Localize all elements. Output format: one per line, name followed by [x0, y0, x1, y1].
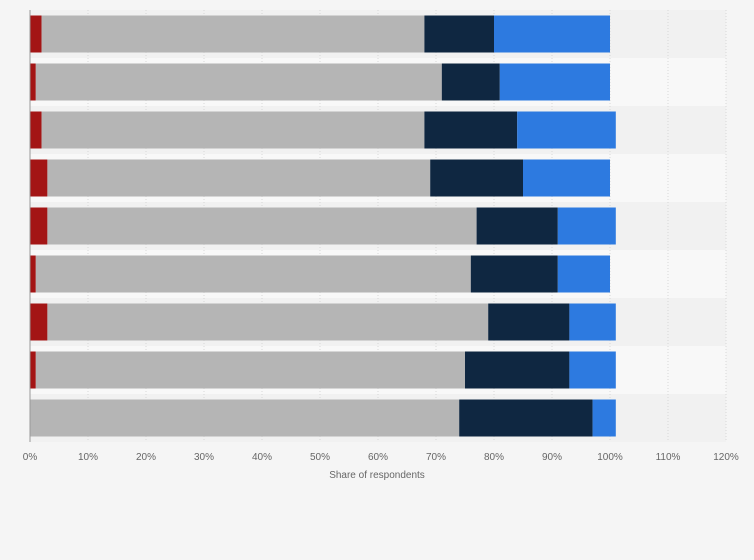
bar-segment: [35, 255, 471, 293]
x-tick-label: 70%: [426, 452, 446, 463]
bar-segment: [41, 15, 425, 53]
x-tick-label: 30%: [194, 452, 214, 463]
bar-segment: [41, 111, 425, 149]
bar-segment: [465, 351, 570, 389]
bars: [30, 15, 616, 437]
bar-segment: [430, 159, 523, 197]
x-tick-label: 20%: [136, 452, 156, 463]
bar-segment: [592, 399, 616, 437]
x-tick-label: 60%: [368, 452, 388, 463]
bar-segment: [30, 255, 36, 293]
bar-segment: [30, 399, 460, 437]
bar-segment: [424, 111, 518, 149]
x-tick-labels: 0% 10% 20% 30% 40% 50% 60% 70% 80% 90% 100% 110% 120…: [23, 452, 739, 463]
bar-segment: [517, 111, 616, 149]
x-tick-label: 80%: [484, 452, 504, 463]
bar-segment: [488, 303, 570, 341]
bar-segment: [30, 207, 48, 245]
bar-segment: [47, 207, 477, 245]
bar-segment: [47, 303, 489, 341]
bar-segment: [35, 63, 442, 101]
bar-segment: [557, 207, 616, 245]
bar-segment: [569, 303, 616, 341]
x-tick-label: 110%: [656, 452, 681, 463]
bar-segment: [47, 159, 431, 197]
x-tick-label: 40%: [252, 452, 272, 463]
bar-segment: [30, 111, 42, 149]
x-tick-label: 50%: [310, 452, 330, 463]
bar-segment: [35, 351, 466, 389]
bar-segment: [30, 351, 36, 389]
bar-segment: [424, 15, 494, 53]
bar-segment: [30, 63, 36, 101]
bar-segment: [441, 63, 500, 101]
bar-segment: [30, 15, 42, 53]
x-tick-label: 90%: [542, 452, 562, 463]
bar-segment: [557, 255, 610, 293]
x-axis-title: Share of respondents: [329, 470, 425, 481]
bar-segment: [499, 63, 610, 101]
x-tick-label: 100%: [597, 452, 623, 463]
x-tick-label: 120%: [713, 452, 739, 463]
bar-segment: [30, 159, 48, 197]
bar-segment: [494, 15, 610, 53]
x-tick-label: 0%: [23, 452, 38, 463]
bar-segment: [459, 399, 593, 437]
bar-segment: [476, 207, 558, 245]
bar-segment: [523, 159, 610, 197]
bar-segment: [569, 351, 616, 389]
bar-segment: [470, 255, 558, 293]
bar-segment: [30, 303, 48, 341]
x-tick-label: 10%: [78, 452, 98, 463]
